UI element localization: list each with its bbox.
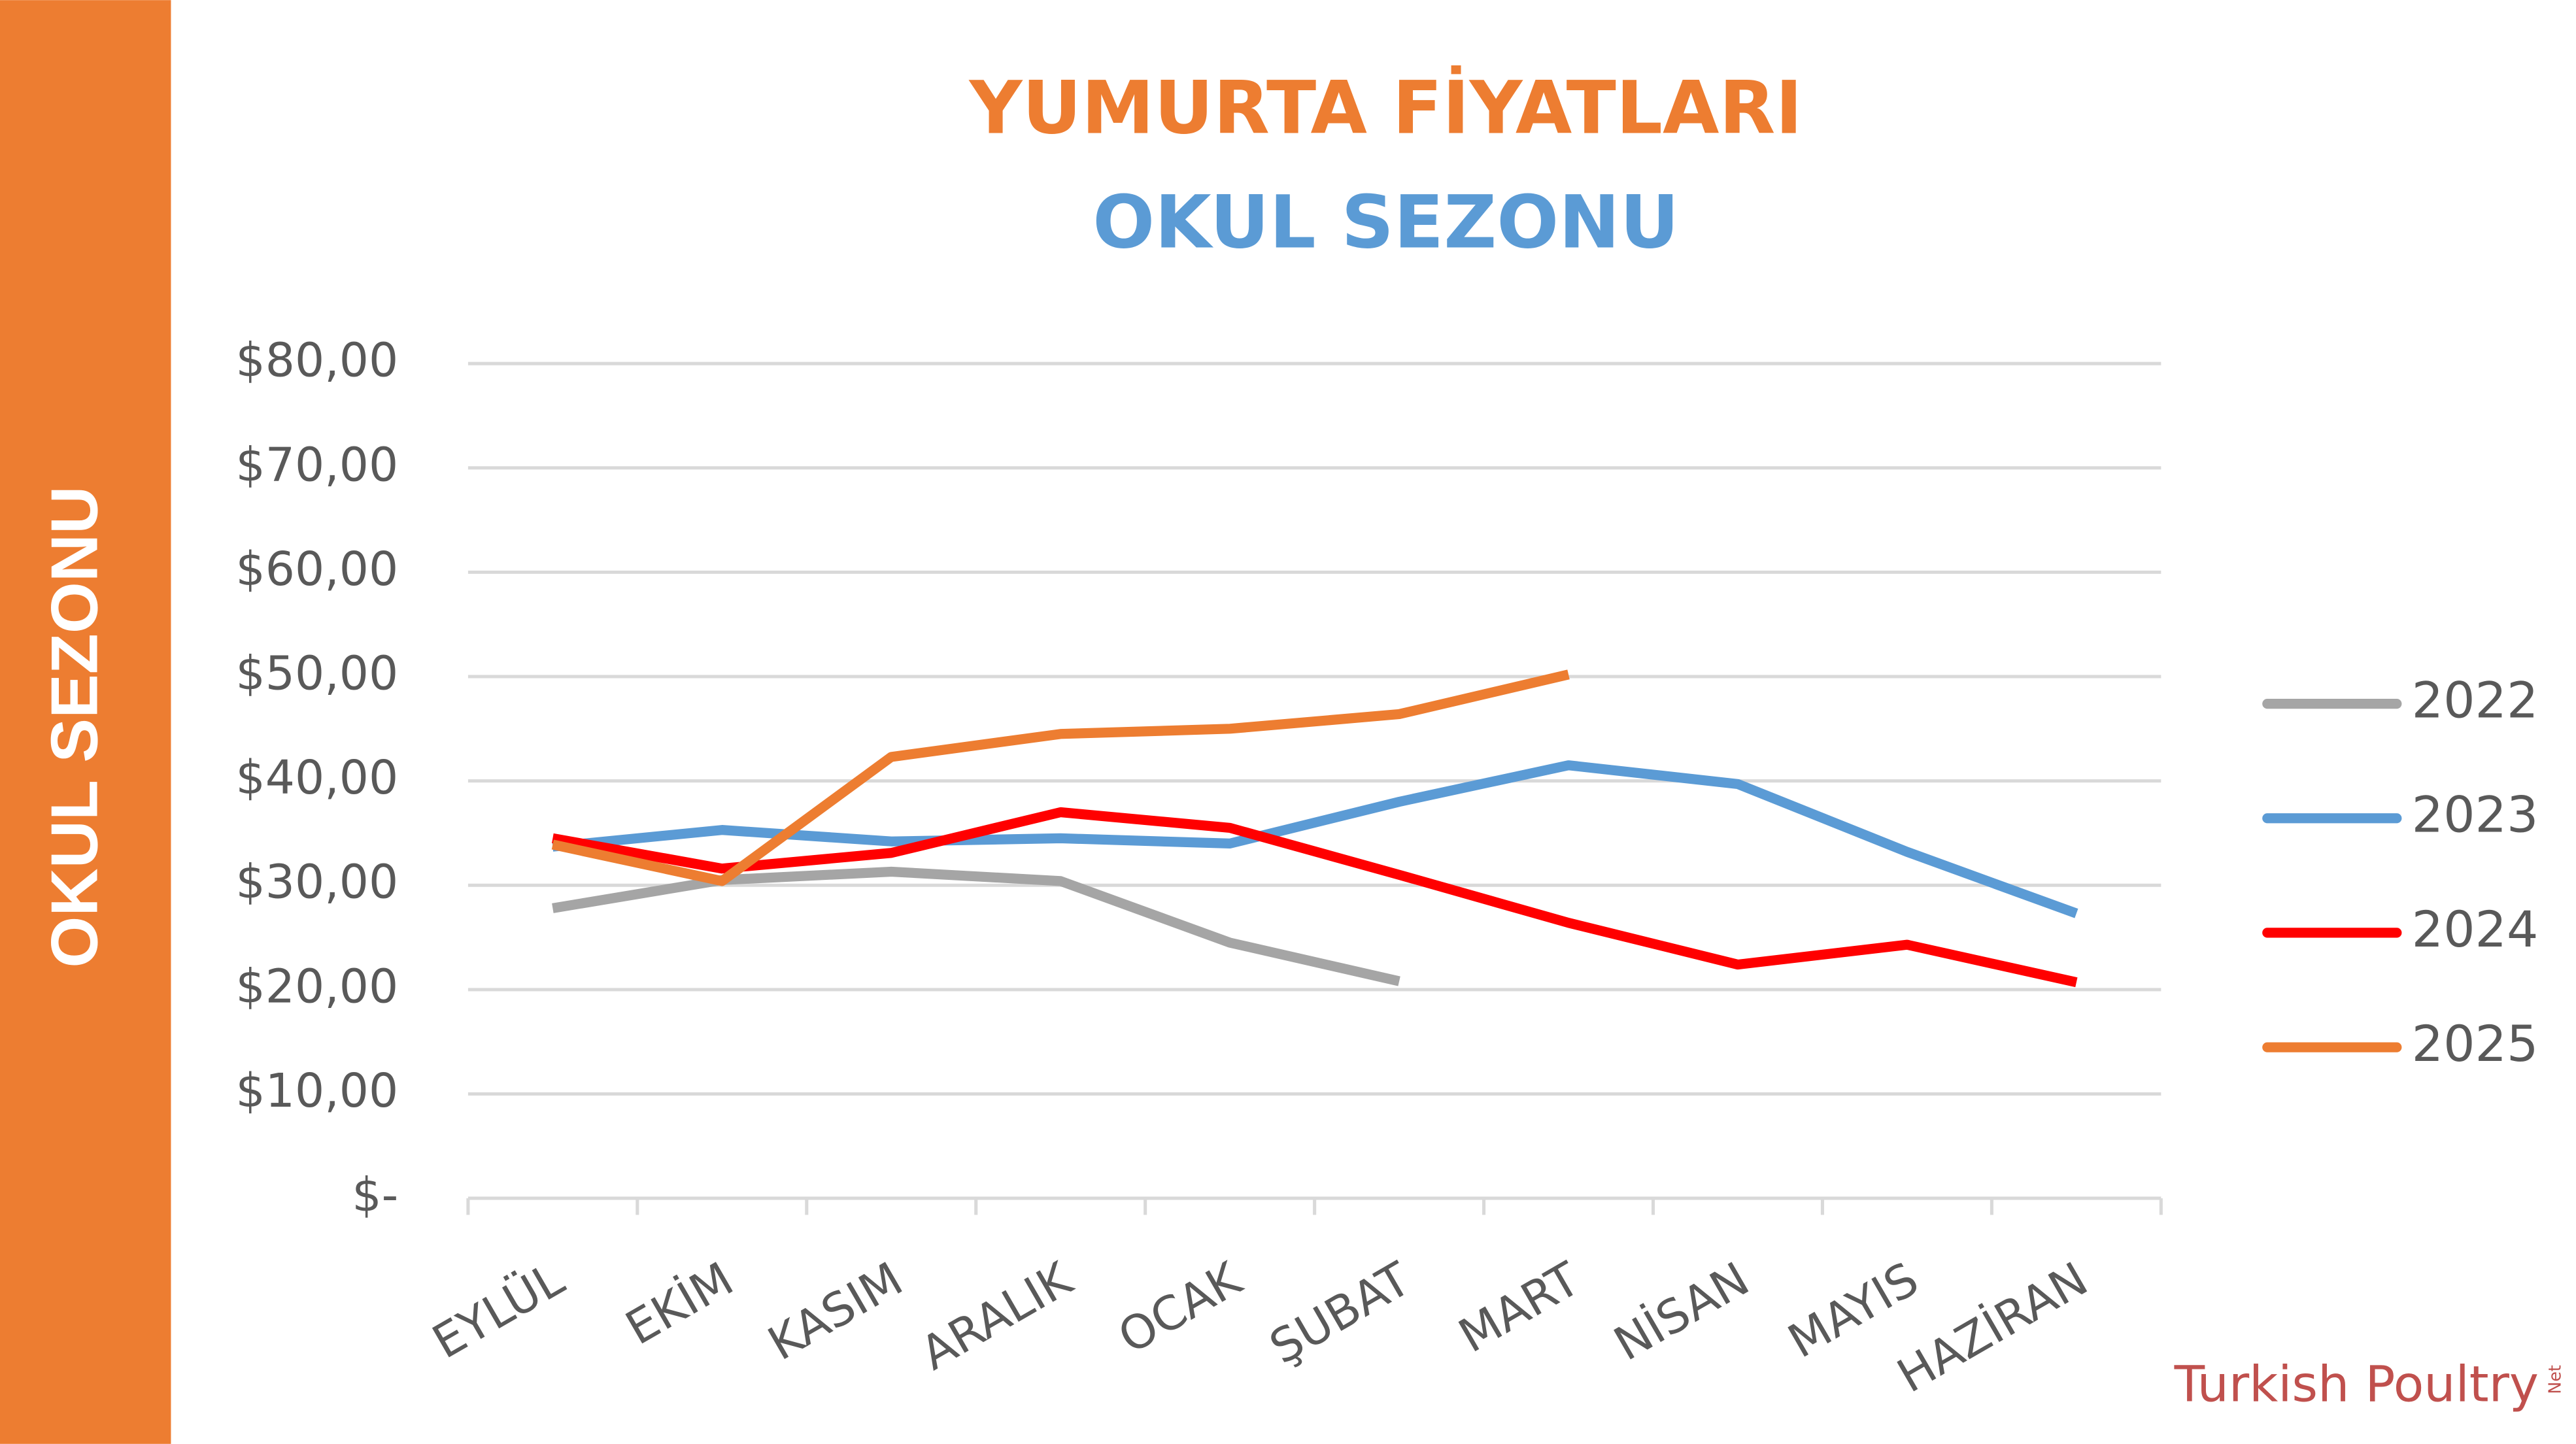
- chart-title: YUMURTA FİYATLARI: [968, 65, 1803, 151]
- chart-subtitle: OKUL SEZONU: [1093, 180, 1679, 265]
- logo: Turkish Poultry: [2174, 1354, 2539, 1413]
- y-tick-label: $40,00: [236, 750, 399, 805]
- x-tick-label: EYLÜL: [424, 1251, 573, 1369]
- x-tick-label: HAZİRAN: [1888, 1252, 2097, 1403]
- series-line: [552, 807, 2078, 988]
- y-tick-label: $70,00: [236, 437, 399, 492]
- x-tick-label: KASIM: [759, 1252, 911, 1371]
- series-line: [551, 669, 1570, 886]
- side-label: OKUL SEZONU: [37, 486, 112, 968]
- series-line: [552, 866, 1400, 986]
- x-tick-label: MART: [1449, 1251, 1589, 1363]
- legend-label: 2025: [2412, 1015, 2539, 1073]
- side-bar: [0, 0, 171, 1444]
- y-tick-label: $80,00: [236, 333, 399, 388]
- y-tick-label: $10,00: [236, 1064, 399, 1118]
- y-tick-label: $60,00: [236, 542, 399, 596]
- x-tick-label: ARALIK: [911, 1251, 1082, 1381]
- y-tick-label: $20,00: [236, 959, 399, 1013]
- legend-label: 2023: [2412, 786, 2539, 844]
- x-tick-label: EKİM: [617, 1252, 742, 1356]
- x-tick-label: OCAK: [1110, 1251, 1251, 1364]
- x-tick-label: ŞUBAT: [1261, 1251, 1419, 1374]
- x-tick-label: NİSAN: [1605, 1252, 1758, 1371]
- series-line: [552, 760, 2078, 918]
- legend-label: 2022: [2412, 671, 2539, 730]
- y-tick-label: $-: [352, 1168, 398, 1222]
- y-tick-label: $30,00: [236, 855, 399, 909]
- logo-suffix: Net: [2545, 1365, 2565, 1394]
- y-tick-label: $50,00: [236, 646, 399, 701]
- legend-label: 2024: [2412, 900, 2539, 958]
